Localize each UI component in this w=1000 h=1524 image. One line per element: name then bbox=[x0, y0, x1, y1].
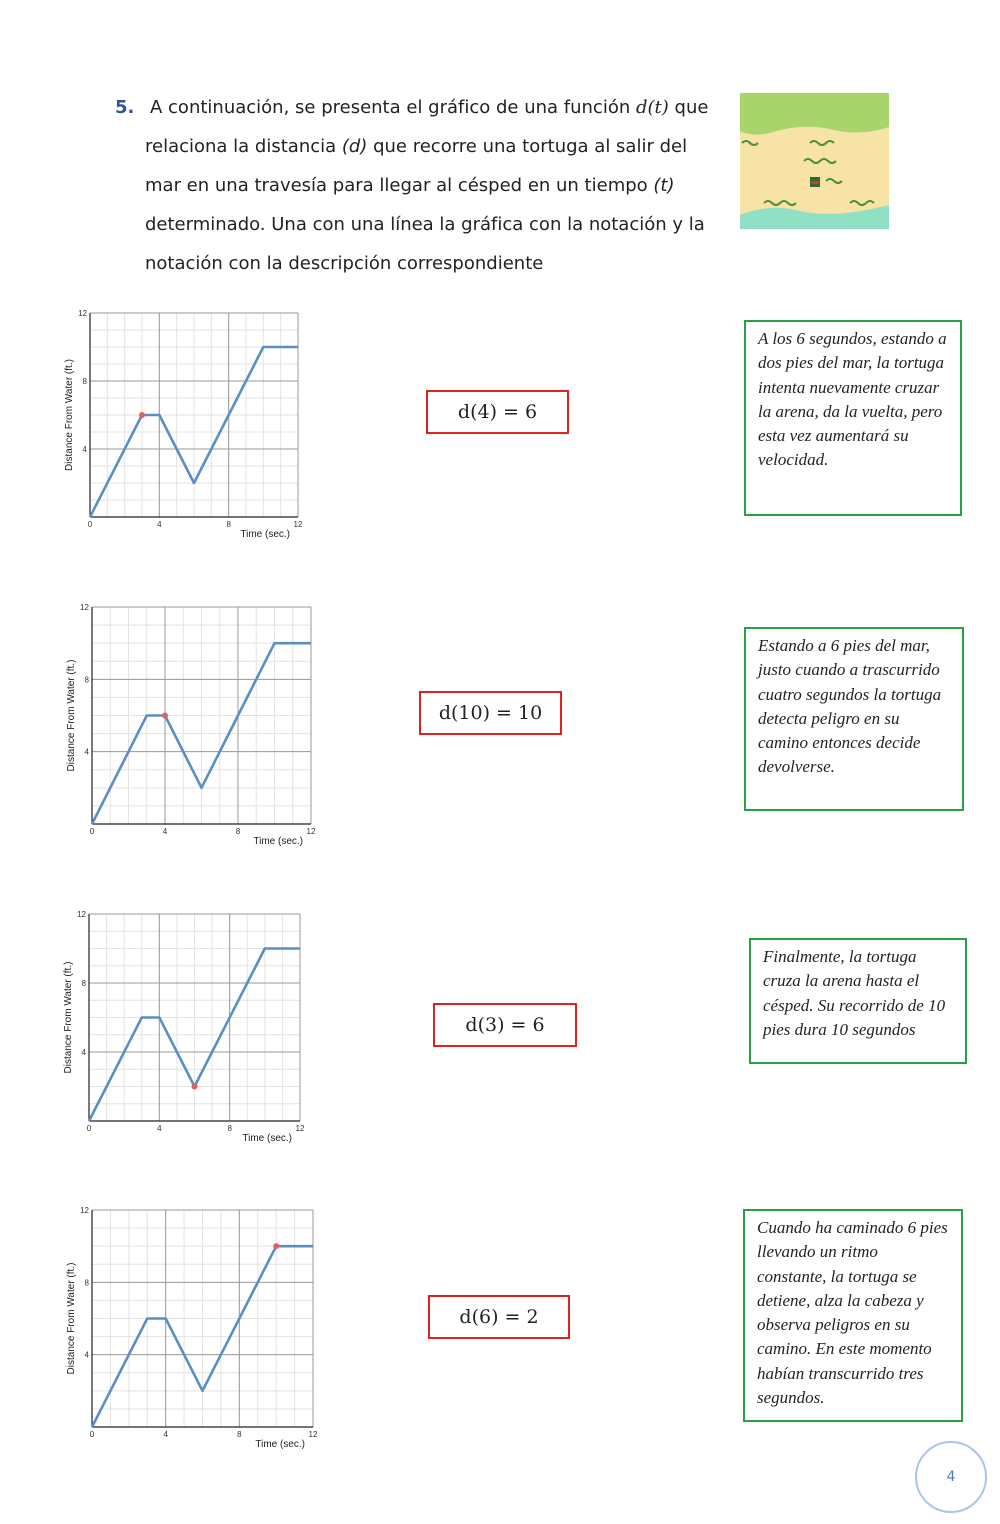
x-tick-label: 8 bbox=[226, 520, 231, 529]
x-tick-label: 4 bbox=[157, 520, 162, 529]
chart: 0 4 8 12 4 8 12 Time (sec.) Distance From Water … bbox=[59, 910, 305, 1149]
x-tick-label: 4 bbox=[157, 1124, 162, 1133]
y-axis-label: Distance From Water (ft.) bbox=[66, 1263, 77, 1375]
highlight-point bbox=[191, 1083, 198, 1090]
question-text: A continuación, se presenta el gráfico d… bbox=[115, 88, 725, 283]
x-tick-label: 12 bbox=[294, 520, 303, 529]
x-tick-label: 12 bbox=[296, 1124, 305, 1133]
chart: 0 4 8 12 4 8 12 Time (sec.) Distance From Water … bbox=[62, 1206, 318, 1455]
notation-box: d(4) = 6 bbox=[426, 390, 569, 434]
highlight-point bbox=[273, 1243, 280, 1250]
x-tick-label: 8 bbox=[236, 827, 241, 836]
y-tick-label: 12 bbox=[80, 1206, 89, 1215]
plot-background bbox=[59, 910, 302, 1149]
data-line bbox=[90, 641, 311, 825]
notation-box: d(6) = 2 bbox=[428, 1295, 570, 1339]
y-tick-label: 4 bbox=[82, 1048, 87, 1057]
x-tick-label: 12 bbox=[307, 827, 316, 836]
chart: 0 4 8 12 4 8 12 Time (sec.) Distance From Water … bbox=[62, 603, 316, 852]
x-tick-label: 0 bbox=[90, 827, 95, 836]
notation-box: d(10) = 10 bbox=[419, 691, 562, 735]
y-tick-label: 4 bbox=[85, 1351, 90, 1360]
y-tick-label: 8 bbox=[83, 377, 88, 386]
page-number: 4 bbox=[915, 1441, 987, 1513]
chart: 0 4 8 12 4 8 12 Time (sec.) Distance From Water … bbox=[60, 309, 303, 545]
plot-background bbox=[62, 603, 313, 852]
x-axis-label: Time (sec.) bbox=[253, 836, 303, 847]
italic-text: (t) bbox=[653, 175, 675, 196]
y-tick-label: 8 bbox=[85, 675, 90, 684]
x-axis-label: Time (sec.) bbox=[255, 1439, 305, 1450]
y-tick-label: 4 bbox=[85, 748, 90, 757]
x-axis-label: Time (sec.) bbox=[240, 529, 290, 540]
math: d(t) bbox=[635, 97, 669, 118]
text: A continuación, se presenta el gráfico d… bbox=[150, 97, 636, 118]
beach-illustration bbox=[740, 93, 889, 229]
description-box: Finalmente, la tortuga cruza la arena ha… bbox=[749, 938, 967, 1064]
y-tick-label: 12 bbox=[80, 603, 89, 612]
y-axis-label: Distance From Water (ft.) bbox=[64, 359, 75, 471]
notation-box: d(3) = 6 bbox=[433, 1003, 577, 1047]
text: que relaciona la distancia bbox=[145, 97, 709, 157]
x-tick-label: 4 bbox=[163, 1430, 168, 1439]
x-axis-label: Time (sec.) bbox=[242, 1133, 292, 1144]
y-tick-label: 12 bbox=[77, 910, 86, 919]
x-tick-label: 12 bbox=[309, 1430, 318, 1439]
text: determinado. Una con una línea la gráfic… bbox=[145, 214, 705, 274]
x-tick-label: 0 bbox=[87, 1124, 92, 1133]
plot-background bbox=[62, 1206, 315, 1455]
description-box: Estando a 6 pies del mar, justo cuando a… bbox=[744, 627, 964, 811]
data-line bbox=[88, 345, 298, 518]
x-tick-label: 0 bbox=[88, 520, 93, 529]
highlight-point bbox=[139, 412, 145, 418]
italic-text: (d) bbox=[341, 136, 368, 157]
data-line bbox=[87, 947, 300, 1122]
y-tick-label: 8 bbox=[85, 1278, 90, 1287]
question: 5. A continuación, se presenta el gráfic… bbox=[115, 88, 725, 283]
x-tick-label: 4 bbox=[163, 827, 168, 836]
y-tick-label: 12 bbox=[78, 309, 87, 318]
y-tick-label: 8 bbox=[82, 979, 87, 988]
x-tick-label: 8 bbox=[237, 1430, 242, 1439]
text: que recorre una tortuga al salir del mar… bbox=[145, 136, 688, 196]
plot-background bbox=[60, 309, 300, 545]
x-tick-label: 0 bbox=[90, 1430, 95, 1439]
highlight-point bbox=[162, 712, 168, 719]
x-tick-label: 8 bbox=[227, 1124, 232, 1133]
description-box: Cuando ha caminado 6 pies llevando un ri… bbox=[743, 1209, 963, 1422]
y-axis-label: Distance From Water (ft.) bbox=[63, 962, 74, 1074]
description-box: A los 6 segundos, estando a dos pies del… bbox=[744, 320, 962, 516]
y-axis-label: Distance From Water (ft.) bbox=[66, 660, 77, 772]
data-line bbox=[90, 1244, 313, 1428]
y-tick-label: 4 bbox=[83, 445, 88, 454]
question-number: 5. bbox=[115, 97, 135, 118]
